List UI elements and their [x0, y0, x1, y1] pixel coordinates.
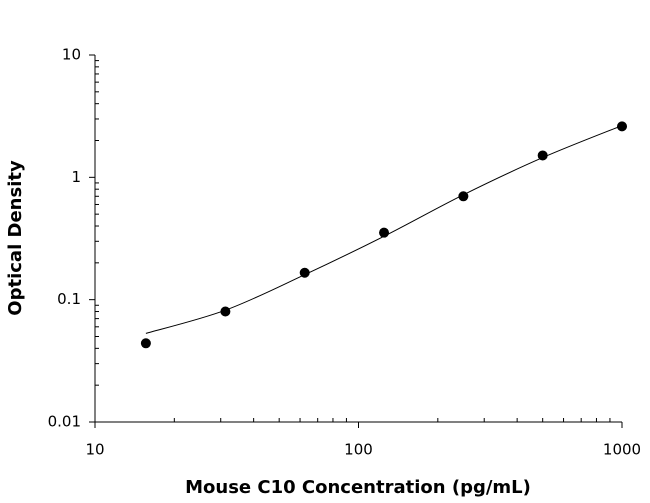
- x-tick-label: 1000: [603, 441, 641, 459]
- y-axis-title: Optical Density: [5, 160, 26, 316]
- data-point: [537, 150, 548, 161]
- y-tick-label: 0.01: [48, 413, 81, 431]
- data-point: [299, 267, 310, 278]
- data-point: [617, 121, 627, 132]
- x-tick-label: 10: [85, 441, 104, 459]
- fit-curve: [145, 125, 623, 334]
- data-point: [140, 338, 151, 349]
- y-tick-label: 0.1: [57, 290, 81, 308]
- y-tick-label: 1: [71, 168, 81, 186]
- y-tick-label: 10: [62, 46, 81, 64]
- x-tick-label: 100: [344, 441, 373, 459]
- x-axis-title: Mouse C10 Concentration (pg/mL): [185, 477, 531, 498]
